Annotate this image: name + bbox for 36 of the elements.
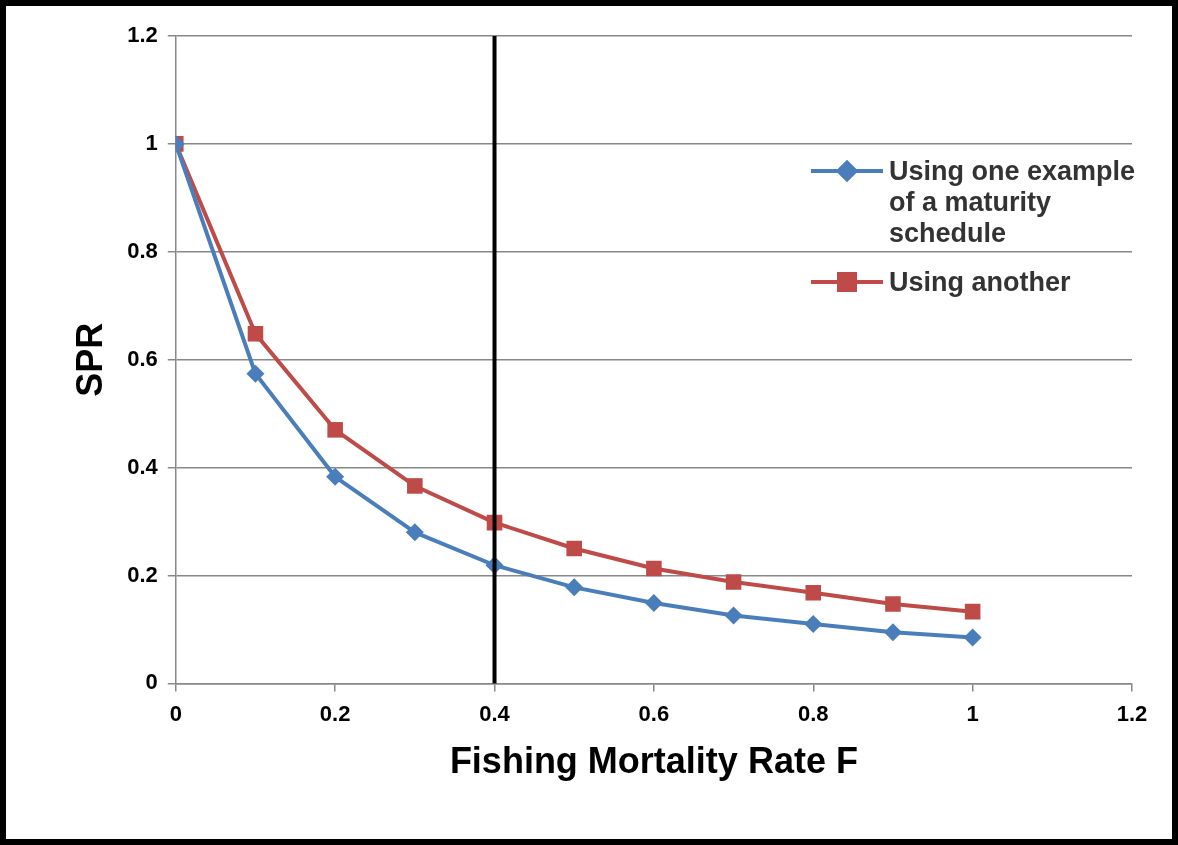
x-tick-label: 0.6: [638, 700, 670, 726]
point: [964, 603, 981, 620]
point: [644, 594, 663, 613]
x-tick-label: 1.2: [1116, 700, 1148, 726]
point: [247, 326, 264, 342]
point: [405, 523, 424, 542]
point: [805, 584, 822, 601]
point: [246, 364, 265, 383]
point: [326, 467, 345, 486]
x-tick-label: 0.8: [797, 700, 829, 726]
point: [963, 628, 982, 647]
x-tick-label: 0.2: [319, 700, 351, 726]
y-axis-title: SPR: [68, 322, 110, 397]
point: [565, 578, 584, 597]
y-tick-label: 0: [145, 669, 158, 695]
point: [883, 623, 902, 642]
y-tick-label: 0.8: [127, 237, 158, 263]
legend-label: Using another: [889, 267, 1072, 298]
x-axis-title: Fishing Mortality Rate F: [449, 740, 858, 782]
point: [885, 596, 901, 612]
y-tick-label: 0.4: [127, 453, 159, 479]
point: [407, 478, 423, 494]
point: [724, 606, 743, 625]
y-tick-label: 1.2: [127, 22, 158, 48]
point: [804, 615, 823, 634]
point: [327, 422, 343, 438]
point: [646, 560, 662, 577]
x-tick-label: 1: [966, 700, 979, 726]
y-tick-label: 1: [145, 129, 158, 155]
legend-label: Using one example of a maturity schedule: [889, 156, 1137, 249]
y-tick-label: 0.6: [127, 345, 158, 371]
point: [725, 574, 742, 590]
point: [566, 540, 582, 557]
x-tick-label: 0.4: [479, 700, 511, 726]
x-tick-label: 0: [169, 700, 182, 726]
y-tick-label: 0.2: [127, 561, 158, 587]
